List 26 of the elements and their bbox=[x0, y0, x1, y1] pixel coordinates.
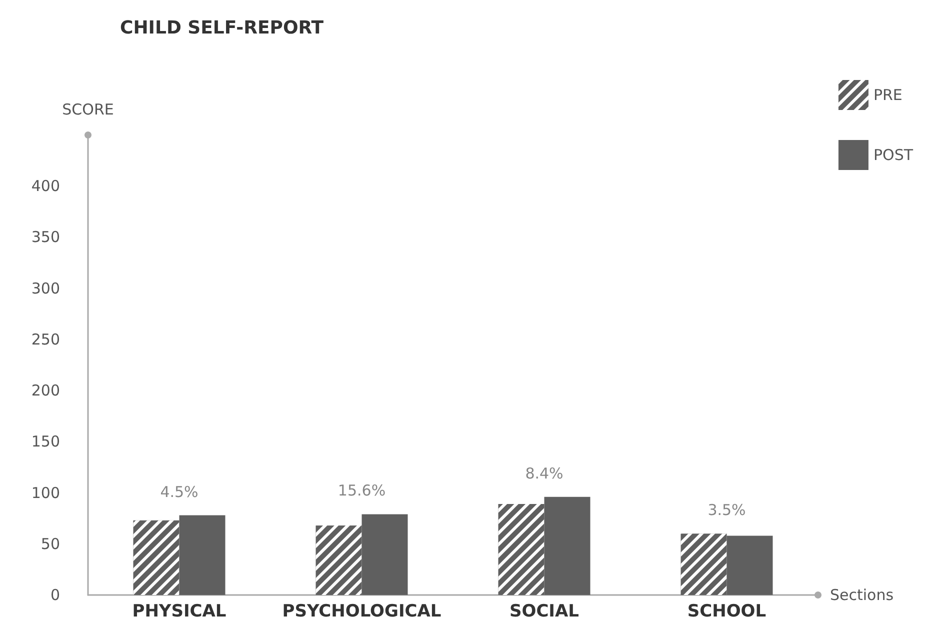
x-axis-title: Sections bbox=[830, 586, 894, 604]
y-tick-label: 50 bbox=[40, 534, 60, 553]
x-tick-label: SOCIAL bbox=[510, 602, 580, 622]
annotation: 3.5% bbox=[708, 501, 746, 520]
y-tick-label: 150 bbox=[31, 432, 60, 451]
y-tick-label: 300 bbox=[31, 279, 60, 298]
x-tick-label: SCHOOL bbox=[687, 602, 766, 622]
y-tick-label: 400 bbox=[31, 177, 60, 196]
legend-label: POST bbox=[873, 146, 914, 164]
bar bbox=[179, 515, 226, 595]
annotation: 8.4% bbox=[525, 464, 564, 482]
x-tick-label: PHYSICAL bbox=[132, 602, 226, 622]
bar bbox=[362, 514, 408, 595]
y-tick-label: 200 bbox=[31, 382, 60, 400]
y-tick-label: 100 bbox=[31, 484, 60, 502]
y-tick-label: 0 bbox=[50, 586, 60, 604]
bar bbox=[544, 496, 590, 595]
annotation: 15.6% bbox=[338, 482, 386, 500]
legend-label: PRE bbox=[873, 86, 902, 104]
annotation: 4.5% bbox=[160, 482, 198, 501]
y-tick-label: 250 bbox=[31, 330, 60, 348]
x-tick-label: PSYCHOLOGICAL bbox=[282, 602, 442, 622]
y-axis-title: SCORE bbox=[62, 100, 114, 118]
y-tick-label: 350 bbox=[31, 228, 60, 246]
bar bbox=[726, 536, 773, 595]
chart-title: CHILD SELF-REPORT bbox=[120, 18, 324, 38]
